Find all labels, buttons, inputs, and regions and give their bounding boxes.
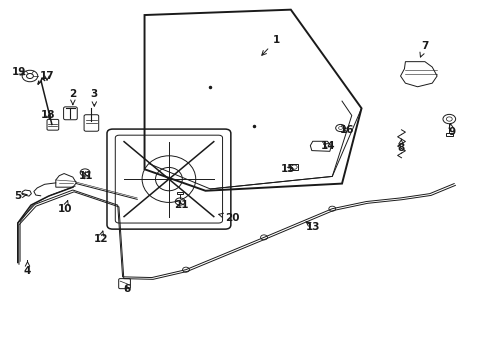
Text: 13: 13 — [305, 222, 319, 231]
Text: 8: 8 — [396, 140, 404, 153]
Text: 6: 6 — [123, 284, 131, 294]
Text: 11: 11 — [79, 171, 93, 181]
Text: 20: 20 — [218, 213, 239, 222]
Text: 16: 16 — [339, 125, 353, 135]
Text: 21: 21 — [174, 200, 188, 210]
Text: 19: 19 — [12, 67, 26, 77]
Text: 9: 9 — [447, 123, 454, 136]
Bar — [445, 133, 452, 135]
Text: 2: 2 — [69, 89, 76, 105]
Text: 15: 15 — [281, 164, 295, 174]
Bar — [290, 164, 298, 170]
Text: 12: 12 — [93, 231, 108, 244]
Text: 1: 1 — [261, 35, 279, 55]
Text: 4: 4 — [24, 261, 31, 276]
Text: 17: 17 — [40, 71, 54, 81]
Text: 3: 3 — [90, 89, 98, 106]
Text: 7: 7 — [419, 41, 427, 57]
Text: 14: 14 — [321, 141, 335, 151]
Text: 18: 18 — [41, 111, 56, 121]
Text: 10: 10 — [58, 201, 72, 214]
Text: 5: 5 — [14, 191, 27, 201]
Bar — [177, 192, 183, 194]
